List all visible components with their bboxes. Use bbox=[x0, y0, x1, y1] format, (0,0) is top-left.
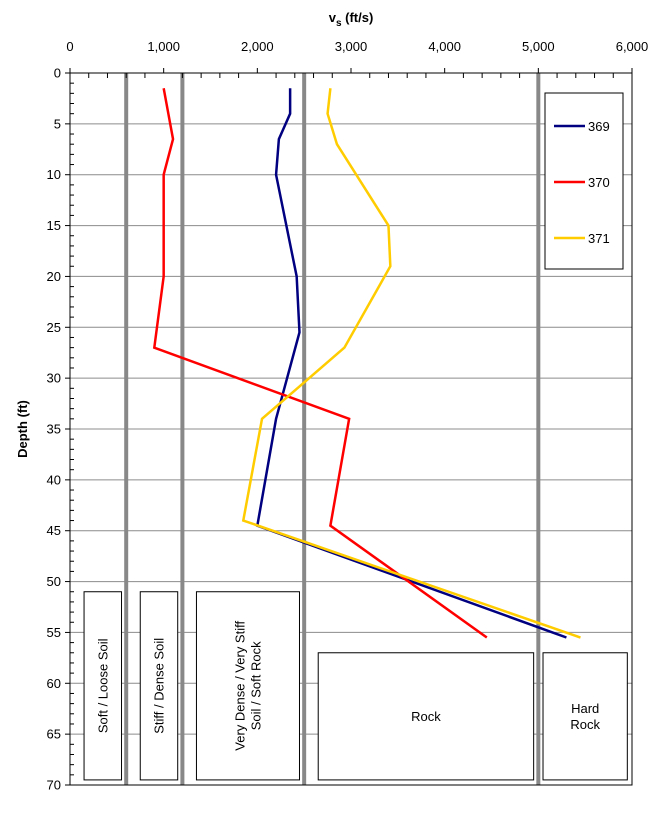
x-tick-label: 3,000 bbox=[335, 39, 368, 54]
x-tick-label: 2,000 bbox=[241, 39, 274, 54]
x-tick-label: 5,000 bbox=[522, 39, 555, 54]
zone-label: Soft / Loose Soil bbox=[95, 638, 110, 733]
legend-label-371: 371 bbox=[588, 231, 610, 246]
y-tick-label: 65 bbox=[47, 727, 61, 742]
zone-label-boxes: Soft / Loose Soil Stiff / Dense Soil Very … bbox=[84, 592, 627, 780]
y-tick-label: 40 bbox=[47, 472, 61, 487]
legend-label-369: 369 bbox=[588, 119, 610, 134]
y-tick-label: 0 bbox=[54, 66, 61, 81]
x-tick-label: 1,000 bbox=[147, 39, 180, 54]
zone-label: Rock bbox=[411, 709, 441, 724]
y-tick-label: 35 bbox=[47, 422, 61, 437]
y-axis: 0 5 10 15 20 25 30 35 40 45 50 55 60 65 70 bbox=[47, 66, 74, 793]
data-series bbox=[154, 88, 580, 637]
x-axis-title-unit: (ft/s) bbox=[342, 10, 374, 25]
y-tick-label: 25 bbox=[47, 320, 61, 335]
zone-label-group-0: Soft / Loose Soil bbox=[95, 638, 110, 733]
x-axis-title: vs (ft/s) bbox=[329, 10, 374, 29]
y-tick-label: 30 bbox=[47, 371, 61, 386]
series-line-370 bbox=[154, 88, 487, 637]
y-tick-label: 20 bbox=[47, 269, 61, 284]
y-tick-label: 50 bbox=[47, 574, 61, 589]
legend-label-370: 370 bbox=[588, 175, 610, 190]
zone-label: Soil / Soft Rock bbox=[248, 641, 263, 730]
zone-label-group-3: Rock bbox=[411, 709, 441, 724]
x-tick-label: 0 bbox=[66, 39, 73, 54]
x-tick-label: 4,000 bbox=[428, 39, 461, 54]
y-tick-label: 70 bbox=[47, 778, 61, 793]
series-line-371 bbox=[243, 88, 580, 637]
x-tick-label: 6,000 bbox=[616, 39, 649, 54]
legend: 369 370 371 bbox=[545, 93, 623, 269]
zone-label: Hard bbox=[571, 701, 599, 716]
y-tick-label: 55 bbox=[47, 625, 61, 640]
zone-label: Stiff / Dense Soil bbox=[151, 638, 166, 734]
x-axis: 0 1,000 2,000 3,000 4,000 5,000 6,000 bbox=[66, 39, 648, 78]
y-tick-label: 5 bbox=[54, 116, 61, 131]
y-tick-label: 10 bbox=[47, 167, 61, 182]
zone-label: Very Dense / Very Stiff bbox=[232, 621, 247, 751]
y-axis-title: Depth (ft) bbox=[15, 400, 30, 458]
y-tick-label: 60 bbox=[47, 676, 61, 691]
zone-label: Rock bbox=[570, 717, 600, 732]
y-tick-label: 45 bbox=[47, 523, 61, 538]
y-tick-label: 15 bbox=[47, 218, 61, 233]
zone-label-group-1: Stiff / Dense Soil bbox=[151, 638, 166, 734]
